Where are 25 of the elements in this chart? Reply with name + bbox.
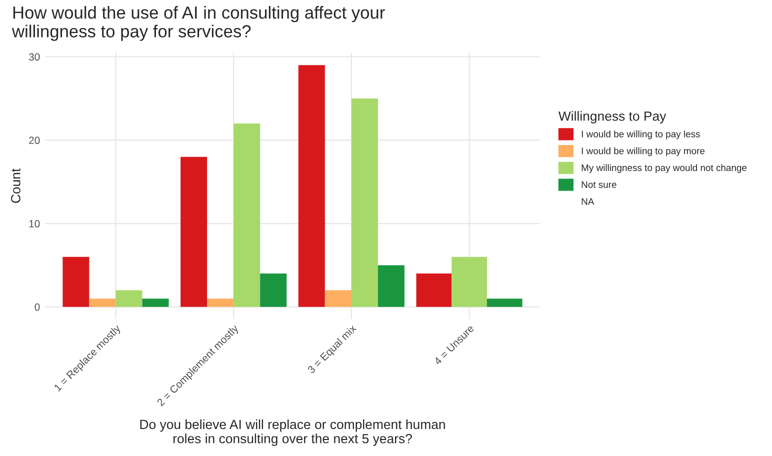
legend-label: My willingness to pay would not change xyxy=(582,164,747,173)
legend-label: I would be willing to pay more xyxy=(582,147,705,156)
bar xyxy=(62,256,90,307)
y-tick-label: 10 xyxy=(29,220,40,228)
bar xyxy=(351,98,378,307)
chart-title: How would the use of AI in consulting affect your willingness to pay for services? xyxy=(12,6,385,41)
bar xyxy=(260,274,287,307)
bar xyxy=(298,65,325,307)
bar xyxy=(324,290,352,307)
bar xyxy=(207,298,234,307)
y-tick-label: 0 xyxy=(34,303,40,311)
bar xyxy=(142,298,169,307)
bar xyxy=(89,298,116,307)
legend-title: Willingness to Pay xyxy=(558,111,666,124)
x-axis-title: Do you believe AI will replace or complement human roles in consulting over the next 5 years? xyxy=(140,419,445,446)
bar xyxy=(234,123,260,307)
y-axis-title: Count xyxy=(11,168,20,203)
legend-label: I would be willing to pay less xyxy=(582,130,700,140)
y-tick-label: 30 xyxy=(28,53,40,61)
y-tick-label: 20 xyxy=(29,136,40,144)
bar xyxy=(116,290,142,307)
bar xyxy=(180,156,208,307)
legend-label: Not sure xyxy=(582,181,616,188)
bar xyxy=(378,265,404,307)
text: NA xyxy=(582,198,594,205)
